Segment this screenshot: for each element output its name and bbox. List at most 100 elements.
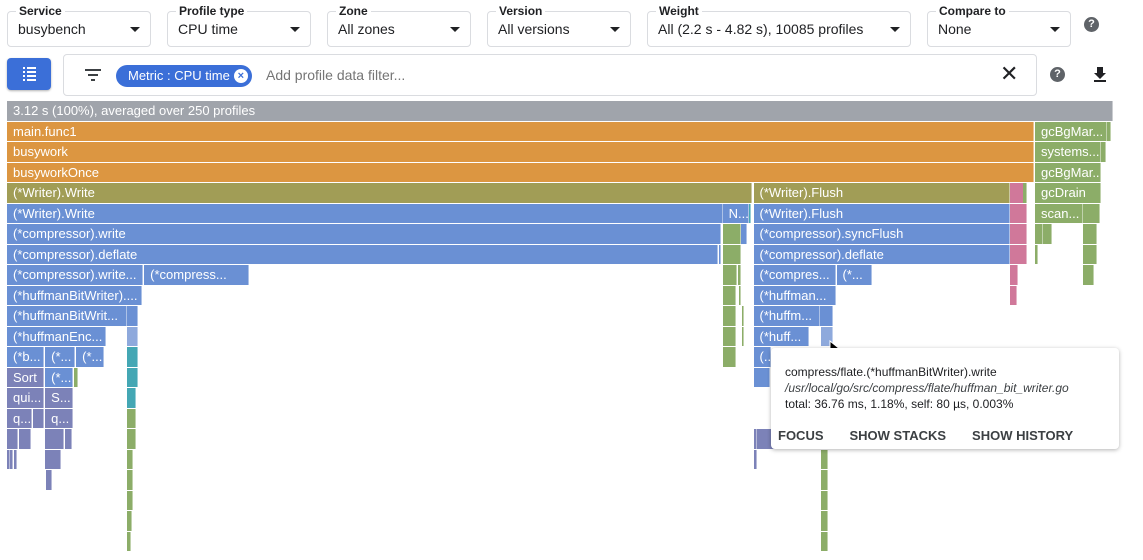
flame-frame[interactable]: (*Writer).Flush [753, 203, 1011, 223]
flame-frame-unlabeled[interactable] [1010, 285, 1017, 305]
flame-frame-unlabeled[interactable] [719, 244, 722, 264]
flame-frame-unlabeled[interactable] [127, 531, 131, 551]
flame-frame-unlabeled[interactable] [741, 224, 747, 244]
flame-frame-unlabeled[interactable] [7, 429, 19, 449]
chip-remove-icon[interactable]: × [233, 69, 248, 83]
flame-frame-unlabeled[interactable] [753, 429, 758, 449]
show-stacks-button[interactable]: SHOW STACKS [849, 428, 947, 443]
flame-frame-unlabeled[interactable] [1010, 203, 1027, 223]
flame-frame-unlabeled[interactable] [19, 429, 32, 449]
filter-input[interactable] [264, 64, 964, 86]
flame-frame-unlabeled[interactable] [821, 531, 828, 551]
flame-graph[interactable]: 3.12 s (100%), averaged over 250 profile… [7, 101, 1113, 556]
flame-frame-unlabeled[interactable] [738, 265, 742, 285]
flame-frame[interactable]: S... [45, 388, 73, 408]
flame-frame-unlabeled[interactable] [45, 449, 62, 469]
flame-frame-unlabeled[interactable] [127, 306, 139, 326]
flame-frame[interactable]: (*compressor).deflate [753, 244, 1011, 264]
flame-frame-unlabeled[interactable] [1083, 265, 1095, 285]
flame-frame[interactable]: (... [753, 347, 771, 367]
flame-frame-unlabeled[interactable] [45, 470, 52, 490]
flame-frame-unlabeled[interactable] [1010, 265, 1018, 285]
flame-frame-unlabeled[interactable] [821, 490, 828, 510]
flame-frame[interactable]: (*Writer).Write [7, 203, 723, 223]
flame-frame[interactable]: (*compressor).syncFlush [753, 224, 1011, 244]
flame-frame-unlabeled[interactable] [1100, 142, 1106, 162]
flame-frame-unlabeled[interactable] [1023, 183, 1027, 203]
flame-frame[interactable]: (*... [45, 347, 76, 367]
flame-frame-unlabeled[interactable] [723, 285, 737, 305]
flame-frame[interactable]: (*Writer).Flush [753, 183, 1011, 203]
flame-frame-unlabeled[interactable] [127, 429, 136, 449]
flame-frame[interactable]: gcBgMar... [1035, 121, 1107, 141]
filter-help-icon[interactable]: ? [1050, 67, 1065, 82]
flame-frame-unlabeled[interactable] [723, 265, 737, 285]
flame-frame[interactable]: qui... [7, 388, 45, 408]
flame-frame[interactable]: (*Writer).Write [7, 183, 753, 203]
flame-frame-unlabeled[interactable] [821, 449, 828, 469]
flame-frame-unlabeled[interactable] [1107, 121, 1111, 141]
flame-frame-unlabeled[interactable] [10, 449, 14, 469]
focus-button[interactable]: FOCUS [778, 428, 824, 443]
flame-frame-unlabeled[interactable] [127, 449, 134, 469]
flame-frame-unlabeled[interactable] [821, 470, 828, 490]
flame-frame[interactable]: Sort [7, 367, 45, 387]
metric-filter-chip[interactable]: Metric : CPU time × [116, 65, 252, 87]
flame-frame[interactable]: q... [7, 408, 32, 428]
flame-frame-unlabeled[interactable] [1043, 224, 1053, 244]
version-select[interactable]: Version All versions [487, 4, 631, 47]
flame-frame[interactable]: q... [45, 408, 73, 428]
flame-frame-unlabeled[interactable] [127, 347, 139, 367]
flame-frame-unlabeled[interactable] [1083, 203, 1100, 223]
flame-frame[interactable]: (*huff... [753, 326, 809, 346]
flame-frame-unlabeled[interactable] [821, 511, 828, 531]
flame-frame-unlabeled[interactable] [753, 449, 758, 469]
profile-type-select[interactable]: Profile type CPU time [167, 4, 311, 47]
flame-frame-unlabeled[interactable] [1035, 244, 1038, 264]
clear-filter-icon[interactable]: ✕ [1000, 61, 1019, 86]
flame-frame-unlabeled[interactable] [45, 429, 64, 449]
flame-frame-unlabeled[interactable] [741, 306, 745, 326]
compare-to-select[interactable]: Compare to None [927, 4, 1071, 47]
flame-frame[interactable]: gcDrain [1035, 183, 1102, 203]
filter-bar[interactable]: Metric : CPU time× ✕ [63, 54, 1037, 96]
flame-frame[interactable]: N... [722, 203, 749, 223]
flame-frame-unlabeled[interactable] [13, 449, 17, 469]
help-icon[interactable]: ? [1084, 17, 1099, 32]
flame-frame[interactable]: busywork [7, 142, 1035, 162]
flame-frame-unlabeled[interactable] [127, 408, 136, 428]
flame-frame[interactable]: systems... [1035, 142, 1102, 162]
flame-frame-unlabeled[interactable] [127, 470, 134, 490]
flame-frame-unlabeled[interactable] [73, 367, 78, 387]
flame-frame-unlabeled[interactable] [127, 367, 139, 387]
flame-frame[interactable]: (*b... [7, 347, 45, 367]
weight-select[interactable]: Weight All (2.2 s - 4.82 s), 10085 profil… [647, 4, 911, 47]
flame-frame[interactable]: (*huffmanEnc... [7, 326, 106, 346]
flame-frame[interactable]: busyworkOnce [7, 162, 1035, 182]
flame-frame-unlabeled[interactable] [723, 347, 737, 367]
flame-frame[interactable]: (*... [76, 347, 104, 367]
zone-select[interactable]: Zone All zones [327, 4, 471, 47]
flame-frame[interactable]: (*compressor).write... [7, 265, 144, 285]
flame-frame-unlabeled[interactable] [1010, 244, 1027, 264]
flame-frame-unlabeled[interactable] [723, 224, 741, 244]
flame-frame[interactable]: (*huffman... [753, 285, 837, 305]
flame-frame-unlabeled[interactable] [739, 285, 742, 305]
flame-frame[interactable]: (*compres... [753, 265, 837, 285]
flame-frame-unlabeled[interactable] [820, 306, 834, 326]
flame-frame-unlabeled[interactable] [723, 306, 737, 326]
flame-frame-unlabeled[interactable] [64, 429, 72, 449]
flame-frame[interactable]: (*compressor).write [7, 224, 722, 244]
flame-frame-unlabeled[interactable] [7, 449, 10, 469]
flame-frame[interactable]: main.func1 [7, 121, 1035, 141]
list-view-button[interactable] [7, 58, 51, 90]
flame-frame[interactable]: gcBgMar... [1035, 162, 1102, 182]
flame-frame-unlabeled[interactable] [1010, 224, 1027, 244]
flame-frame-unlabeled[interactable] [127, 388, 136, 408]
flame-frame[interactable]: (*compress... [144, 265, 233, 285]
flame-frame-unlabeled[interactable] [1083, 224, 1097, 244]
service-select[interactable]: Service busybench [7, 4, 151, 47]
flame-frame-unlabeled[interactable] [723, 326, 737, 346]
flame-frame-unlabeled[interactable] [232, 265, 249, 285]
flame-frame-unlabeled[interactable] [32, 408, 45, 428]
